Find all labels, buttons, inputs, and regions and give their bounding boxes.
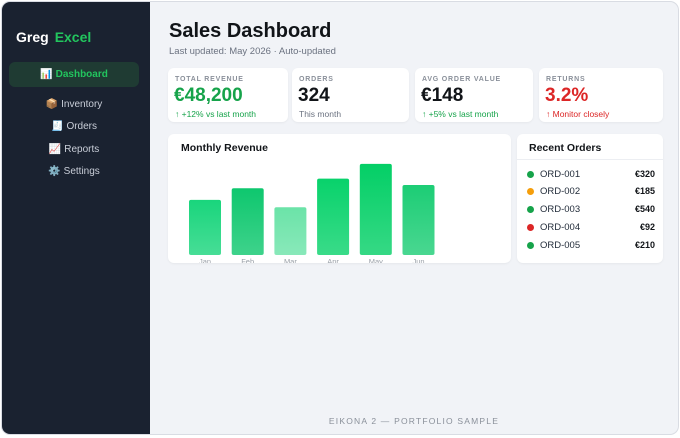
order-id: ORD-005 (540, 239, 581, 251)
order-amount: €210 (634, 240, 655, 250)
kpi-subtext: ↑ Monitor closely (546, 109, 610, 119)
sidebar-item-settings[interactable]: ⚙️ Settings (9, 159, 139, 184)
recent-orders-title: Recent Orders (529, 142, 602, 154)
x-tick-label: May (369, 257, 383, 263)
kpi-label: AVG ORDER VALUE (422, 76, 502, 83)
sidebar-item-label: Orders (66, 121, 97, 132)
package-icon: 📦 (45, 99, 59, 110)
sidebar-item-label: Dashboard (55, 69, 108, 80)
kpi-subtext: This month (299, 109, 342, 119)
sidebar-item-label: Inventory (61, 99, 103, 110)
order-row[interactable]: ORD-005 €210 (527, 238, 655, 252)
order-id: ORD-001 (540, 168, 581, 180)
kpi-subtext: ↑ +12% vs last month (175, 109, 257, 119)
order-id: ORD-002 (540, 185, 581, 197)
status-dot (527, 170, 534, 178)
bar-mar[interactable] (274, 207, 307, 255)
kpi-label: RETURNS (546, 76, 586, 83)
sidebar-item-label: Settings (63, 166, 100, 177)
kpi-value: €148 (421, 85, 464, 106)
monthly-revenue-card: Monthly Revenue Jan Feb Mar Apr May Jun (168, 134, 511, 263)
monthly-revenue-chart: Jan Feb Mar Apr May Jun (189, 163, 435, 263)
order-row[interactable]: ORD-003 €540 (527, 202, 655, 216)
kpi-card-total-revenue: TOTAL REVENUE €48,200 ↑ +12% vs last mon… (168, 68, 288, 122)
x-tick-label: Jun (412, 257, 424, 263)
brand-logo[interactable]: Greg Excel (16, 29, 91, 45)
kpi-card-avg-order-value: AVG ORDER VALUE €148 ↑ +5% vs last month (415, 68, 533, 122)
sidebar-item-orders[interactable]: 🧾 Orders (9, 114, 139, 139)
bar-feb[interactable] (231, 188, 264, 255)
status-dot (527, 205, 534, 213)
kpi-label: ORDERS (299, 76, 334, 83)
status-dot (527, 187, 534, 195)
order-amount: €185 (634, 186, 655, 196)
order-id: ORD-003 (540, 203, 581, 215)
sidebar-item-inventory[interactable]: 📦 Inventory (9, 92, 139, 117)
kpi-value: 3.2% (545, 85, 589, 106)
sidebar: Greg Excel 📊 Dashboard 📦 Inventory 🧾 Orde… (2, 2, 150, 434)
bar-chart-icon: 📊 (40, 69, 53, 80)
kpi-label: TOTAL REVENUE (175, 76, 244, 83)
order-row[interactable]: ORD-001 €320 (527, 167, 655, 181)
order-amount: €320 (634, 169, 655, 179)
recent-orders-card: Recent Orders ORD-001 €320 ORD-002 €185 … (517, 134, 663, 263)
chart-title: Monthly Revenue (181, 142, 268, 154)
brand-name: Greg (16, 29, 49, 45)
kpi-subtext: ↑ +5% vs last month (422, 109, 499, 119)
page-title: Sales Dashboard (169, 20, 332, 42)
status-dot (527, 241, 534, 249)
order-row[interactable]: ORD-002 €185 (527, 184, 655, 198)
sidebar-item-label: Reports (64, 144, 100, 155)
bar-jun[interactable] (402, 185, 435, 255)
kpi-value: €48,200 (174, 85, 243, 106)
order-amount: €92 (639, 222, 655, 232)
trend-chart-icon: 📈 (48, 144, 62, 155)
divider (517, 159, 663, 160)
bar-may[interactable] (359, 163, 392, 255)
sidebar-item-dashboard[interactable]: 📊 Dashboard (9, 62, 139, 87)
order-amount: €540 (634, 204, 655, 214)
bar-jan[interactable] (189, 199, 221, 255)
kpi-card-returns: RETURNS 3.2% ↑ Monitor closely (539, 68, 663, 122)
kpi-card-orders: ORDERS 324 This month (292, 68, 409, 122)
footer-text: EIKONA 2 — PORTFOLIO SAMPLE (328, 416, 500, 426)
bar-apr[interactable] (317, 178, 350, 255)
kpi-value: 324 (298, 85, 330, 106)
order-id: ORD-004 (540, 221, 581, 233)
receipt-icon: 🧾 (50, 121, 64, 132)
x-tick-label: Feb (241, 257, 254, 263)
sidebar-item-reports[interactable]: 📈 Reports (9, 137, 139, 162)
gear-icon: ⚙️ (48, 166, 61, 177)
status-dot (527, 223, 534, 231)
last-updated-text: Last updated: May 2026 · Auto-updated (169, 46, 336, 57)
brand-accent: Excel (54, 29, 92, 45)
x-tick-label: Jan (199, 257, 211, 263)
x-tick-label: Mar (284, 257, 297, 263)
order-row[interactable]: ORD-004 €92 (527, 220, 655, 234)
x-tick-label: Apr (327, 257, 339, 263)
